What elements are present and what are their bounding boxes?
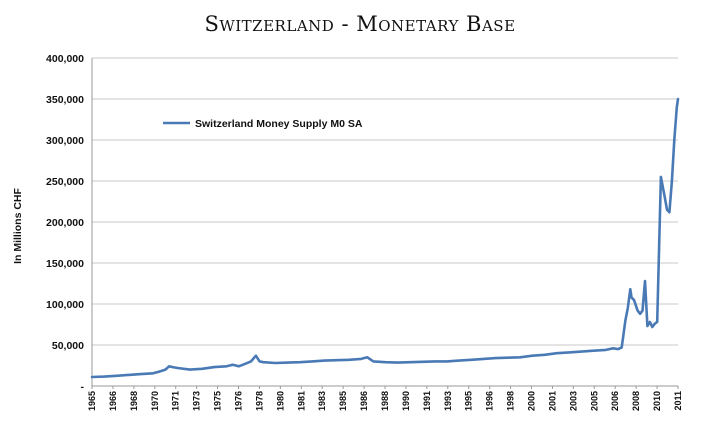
- x-tick-label: 1998: [506, 391, 516, 411]
- x-tick-label: 2005: [589, 391, 599, 411]
- y-tick-label: 200,000: [46, 217, 84, 229]
- x-tick-label: 1976: [234, 391, 244, 411]
- y-tick-label: 350,000: [46, 94, 84, 106]
- x-tick-label: 2011: [673, 391, 683, 411]
- x-tick-label: 1975: [213, 391, 223, 411]
- x-tick-label: 1996: [485, 391, 495, 411]
- legend-label: Switzerland Money Supply M0 SA: [195, 118, 363, 130]
- y-tick-label: 150,000: [46, 258, 84, 270]
- x-tick-label: 1986: [359, 391, 369, 411]
- x-tick-label: 1991: [422, 391, 432, 411]
- x-tick-label: 1985: [338, 391, 348, 411]
- x-tick-label: 1966: [108, 391, 118, 411]
- x-tick-label: 1965: [87, 391, 97, 411]
- x-tick-label: 1981: [296, 391, 306, 411]
- x-tick-label: 2000: [527, 391, 537, 411]
- x-tick-label: 1971: [171, 391, 181, 411]
- x-tick-label: 1993: [443, 391, 453, 411]
- x-tick-label: 1968: [129, 391, 139, 411]
- x-tick-label: 2003: [568, 391, 578, 411]
- y-tick-label: -: [81, 381, 85, 393]
- x-tick-label: 1973: [192, 391, 202, 411]
- x-tick-label: 2008: [631, 391, 641, 411]
- y-tick-label: 100,000: [46, 299, 84, 311]
- x-tick-label: 1995: [464, 391, 474, 411]
- x-tick-label: 1980: [275, 391, 285, 411]
- x-tick-label: 1988: [380, 391, 390, 411]
- y-tick-label: 300,000: [46, 135, 84, 147]
- x-tick-label: 2006: [610, 391, 620, 411]
- x-tick-label: 1990: [401, 391, 411, 411]
- y-tick-label: 400,000: [46, 53, 84, 65]
- chart-title: Switzerland - Monetary Base: [204, 12, 516, 36]
- x-tick-label: 1978: [254, 391, 264, 411]
- x-tick-label: 2001: [547, 391, 557, 411]
- y-tick-label: 250,000: [46, 176, 84, 188]
- x-tick-label: 1970: [150, 391, 160, 411]
- x-tick-label: 1983: [317, 391, 327, 411]
- x-tick-label: 2010: [652, 391, 662, 411]
- y-axis-label: In Millions CHF: [12, 188, 24, 264]
- y-tick-label: 50,000: [52, 340, 84, 352]
- series-line: [90, 97, 680, 379]
